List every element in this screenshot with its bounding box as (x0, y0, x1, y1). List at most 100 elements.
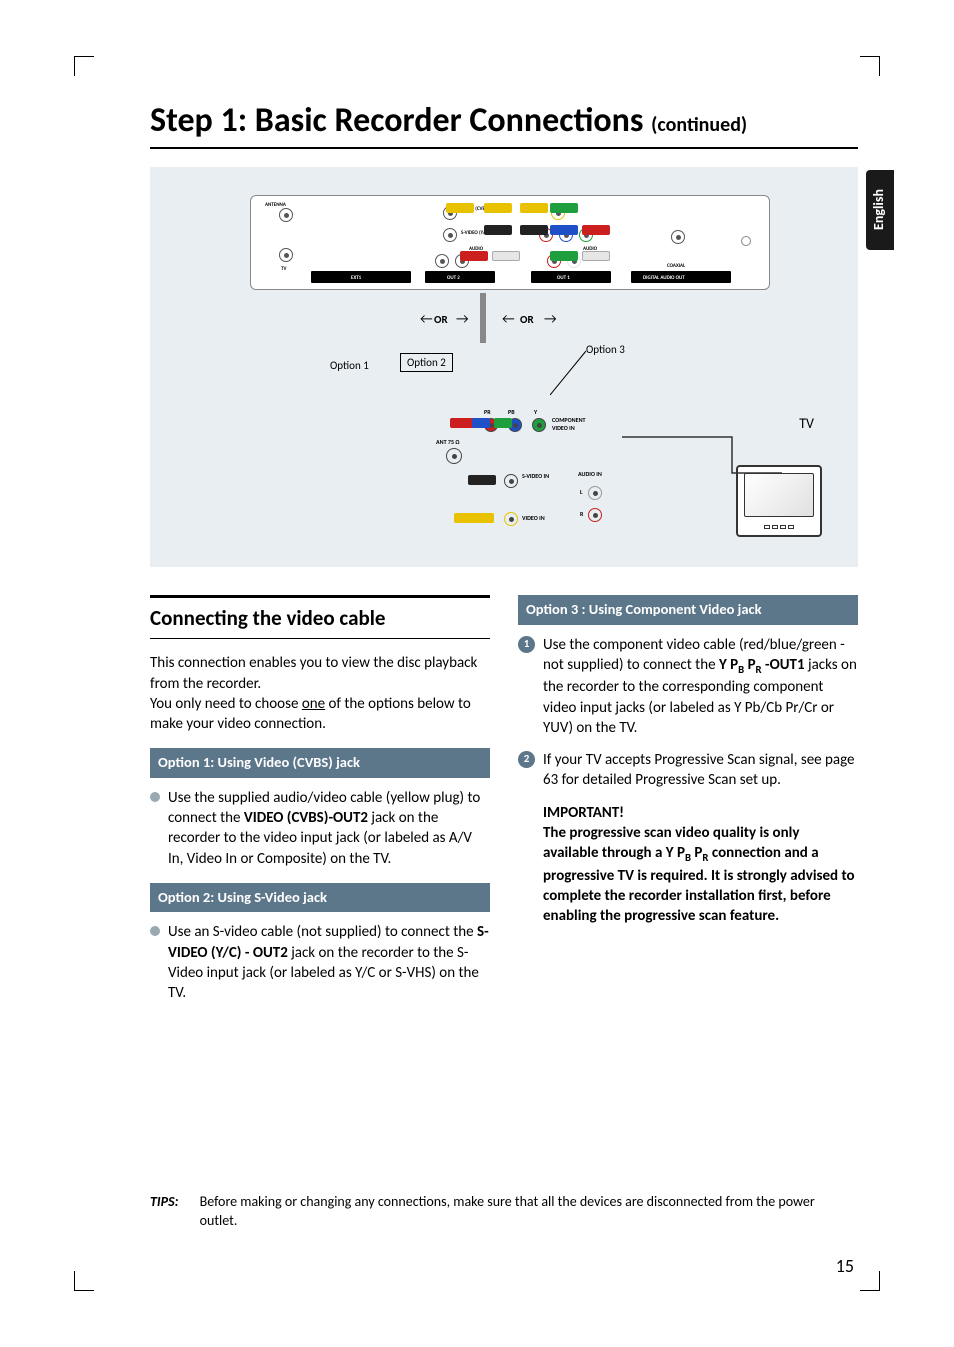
tips-label: TIPS: (150, 1193, 196, 1210)
step-1-icon: 1 (518, 636, 535, 653)
option3-line (550, 345, 660, 405)
intro-para-1: This connection enables you to view the … (150, 653, 490, 694)
step1-text: Use the component video cable (red/blue/… (543, 635, 858, 739)
tv-ant-jack (446, 448, 462, 464)
tv-svideo-jack (504, 474, 518, 488)
tv-plug-svideo (468, 475, 496, 485)
s1ba: Y P (719, 656, 738, 674)
digital-label: DIGITAL AUDIO OUT (643, 275, 685, 281)
section-heading: Connecting the video cable (150, 595, 490, 639)
plug-green-top (550, 203, 578, 213)
tv-audio-label: AUDIO IN (578, 470, 602, 478)
step1-row: 1 Use the component video cable (red/blu… (518, 635, 858, 739)
tips-text: Before making or changing any connection… (200, 1193, 840, 1231)
option1-band: Option 1: Using Video (CVBS) jack (150, 748, 490, 778)
language-tab: English (866, 170, 894, 250)
audio-out2-l (435, 254, 449, 268)
tv-pb-label: PB (508, 408, 515, 416)
plug-black-top (484, 225, 512, 235)
step2-text: If your TV accepts Progressive Scan sign… (543, 750, 858, 791)
page-title: Step 1: Basic Recorder Connections (150, 100, 651, 141)
s1bb: P (744, 656, 755, 674)
option2-band: Option 2: Using S-Video jack (150, 883, 490, 913)
important-label: IMPORTANT! (543, 804, 624, 822)
tv-video-jack (504, 512, 518, 526)
tv-plug-green (494, 418, 512, 428)
important-block: IMPORTANT! The progressive scan video qu… (518, 803, 858, 927)
tv-component-label: COMPONENT VIDEO IN (552, 416, 596, 432)
plug-white-top (492, 251, 520, 261)
left-column: Connecting the video cable This connecti… (150, 595, 490, 1015)
intro2a: You only need to choose (150, 695, 302, 713)
coaxial-jack (671, 230, 685, 244)
opt2a: Use an S-video cable (not supplied) to c… (168, 923, 477, 941)
bullet-icon (150, 792, 160, 802)
tv-plug-yellow-2 (478, 513, 494, 523)
coaxial-label: COAXIAL (667, 263, 685, 269)
tv-plug-blue (472, 418, 490, 428)
tv-audio-r-label: R (580, 510, 583, 518)
content-columns: Connecting the video cable This connecti… (150, 595, 858, 1015)
plug-green-top-2 (550, 251, 578, 261)
intro2u: one (302, 695, 325, 713)
tips-box: TIPS: Before making or changing any conn… (150, 1193, 844, 1231)
impb: P (691, 844, 702, 862)
tv-y-label: Y (534, 408, 537, 416)
tv-audio-l-label: L (580, 488, 583, 496)
option2-label: Option 2 (400, 353, 453, 372)
tv-pr-label: PR (484, 408, 491, 416)
page: Step 1: Basic Recorder Connections (cont… (0, 0, 954, 1347)
plug-yellow-top-3 (520, 203, 548, 213)
option2-bullet: Use an S-video cable (not supplied) to c… (150, 922, 490, 1003)
page-title-continued: (continued) (651, 113, 747, 137)
important-text: The progressive scan video quality is on… (543, 823, 858, 927)
plug-yellow-top-1 (446, 203, 474, 213)
title-row: Step 1: Basic Recorder Connections (cont… (150, 100, 858, 149)
antenna-label: ANTENNA (265, 202, 286, 208)
cable-trunk (480, 293, 486, 343)
plug-red-top-2 (582, 225, 610, 235)
step-2-icon: 2 (518, 751, 535, 768)
antenna-tv-jack (279, 248, 293, 262)
ext1-label: EXT1 (351, 275, 361, 281)
tv-svideo-label: S-VIDEO IN (522, 472, 552, 480)
out1-label: OUT 1 (557, 275, 570, 281)
plug-black-top-2 (520, 225, 548, 235)
connection-diagram: ANTENNA TV EXT1 VIDEO (CVBS) S-VIDEO (Y/… (150, 167, 858, 567)
bullet-icon (150, 926, 160, 936)
option1-text: Use the supplied audio/video cable (yell… (168, 788, 490, 869)
out1-bar (531, 271, 611, 283)
or-label-1: OR (434, 313, 448, 326)
antenna-tv-label: TV (281, 266, 286, 272)
out2-bar (425, 271, 495, 283)
tv-audio-l-jack (588, 486, 602, 500)
svideo-out-jack (443, 228, 457, 242)
right-column: Option 3 : Using Component Video jack 1 … (518, 595, 858, 1015)
tv-audio-r-jack (588, 508, 602, 522)
option3-band: Option 3 : Using Component Video jack (518, 595, 858, 625)
plug-blue-top (550, 225, 578, 235)
arrow-right-1: → (456, 310, 469, 327)
tv-y-jack (532, 418, 546, 432)
antenna-jack (279, 208, 293, 222)
or-label-2: OR (520, 313, 534, 326)
arrow-left-1: ← (420, 310, 433, 327)
opt1bold: VIDEO (CVBS)-OUT2 (244, 809, 368, 827)
plug-red-top (460, 251, 488, 261)
option2-text: Use an S-video cable (not supplied) to c… (168, 922, 490, 1003)
s1bc: -OUT1 (762, 656, 805, 674)
arrow-left-2: ← (502, 310, 515, 327)
out2-label: OUT 2 (447, 275, 460, 281)
option1-bullet: Use the supplied audio/video cable (yell… (150, 788, 490, 869)
misc-port (741, 236, 751, 246)
tv-connection-line (622, 407, 822, 537)
step2-row: 2 If your TV accepts Progressive Scan si… (518, 750, 858, 791)
tv-video-label: VIDEO IN (522, 514, 545, 522)
plug-yellow-top-2 (484, 203, 512, 213)
tv-ant-label: ANT 75 Ω (436, 438, 466, 446)
plug-white-top-2 (582, 251, 610, 261)
arrow-right-2: → (544, 310, 557, 327)
option1-label: Option 1 (330, 359, 369, 372)
page-number: 15 (836, 1255, 854, 1277)
intro-para-2: You only need to choose one of the optio… (150, 694, 490, 735)
